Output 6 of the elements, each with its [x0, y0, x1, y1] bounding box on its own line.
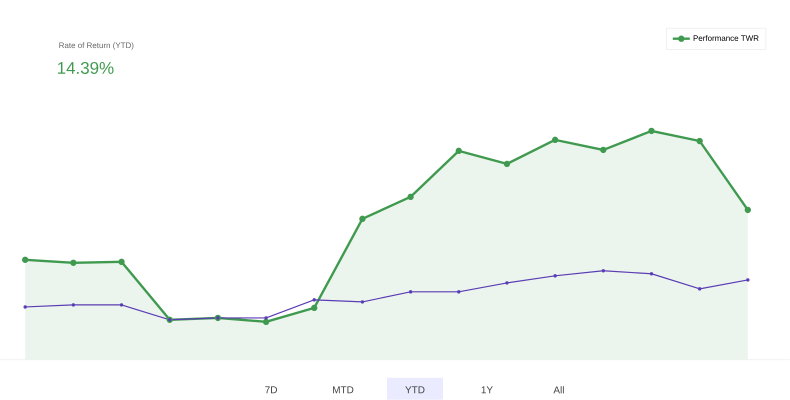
text: YTD [405, 386, 424, 394]
text: 1Y [482, 386, 493, 394]
text: All [553, 386, 564, 394]
text: 7D [265, 386, 277, 394]
text: MTD [333, 386, 354, 394]
chart-subtitle: 14.39% [58, 62, 114, 74]
